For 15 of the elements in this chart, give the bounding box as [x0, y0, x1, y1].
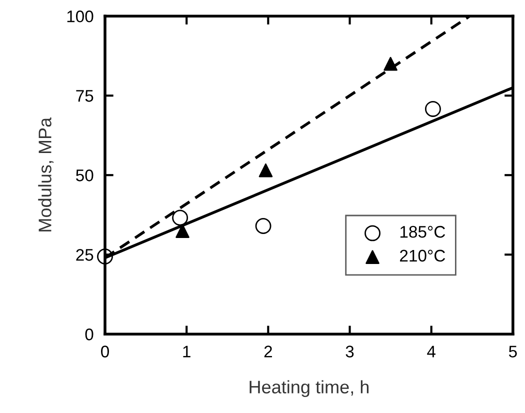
legend-label: 210°C: [400, 250, 446, 262]
y-tick-label: 0: [85, 328, 94, 340]
y-tick-label: 100: [67, 10, 94, 22]
y-tick-label: 50: [76, 170, 94, 182]
x-axis-title: Heating time, h: [250, 380, 369, 398]
x-tick-label: 2: [264, 346, 272, 358]
legend-label: 185°C: [400, 226, 446, 238]
x-tick-label: 4: [427, 346, 436, 358]
x-tick-label: 3: [346, 346, 354, 358]
x-tick-label: 5: [508, 346, 517, 358]
y-tick-label: 25: [76, 249, 94, 261]
y-tick-label: 75: [76, 90, 94, 102]
x-tick-label: 0: [101, 346, 109, 358]
y-axis-title: Modulus, MPa: [38, 117, 54, 232]
x-tick-label: 1: [183, 346, 190, 358]
